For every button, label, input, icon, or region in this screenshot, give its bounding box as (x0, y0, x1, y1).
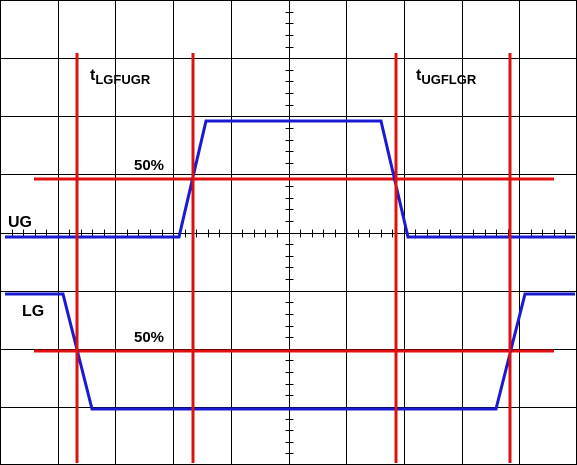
upper-gate-trace (5, 119, 575, 239)
t-ugflgr-label: tUGFLGR (416, 67, 477, 87)
t-ugflgr-subscript: UGFLGR (421, 72, 476, 87)
center-axis-ticks (12, 12, 566, 454)
lg-50pct-label: 50% (134, 329, 164, 346)
lg-waveform (5, 292, 575, 411)
ug-50pct-label: 50% (134, 157, 164, 174)
t-lgfugr-main: t (90, 67, 96, 84)
lower-gate-trace (5, 292, 575, 411)
t-lgfugr-label: tLGFUGR (90, 67, 151, 87)
ug-label: UG (8, 214, 32, 231)
t-lgfugr-subscript: LGFUGR (95, 72, 150, 87)
t-ugflgr-main: t (416, 67, 422, 84)
ug-waveform (5, 119, 575, 239)
lg-label: LG (22, 303, 44, 320)
threshold-lines (34, 177, 554, 353)
timing-markers (75, 53, 512, 463)
